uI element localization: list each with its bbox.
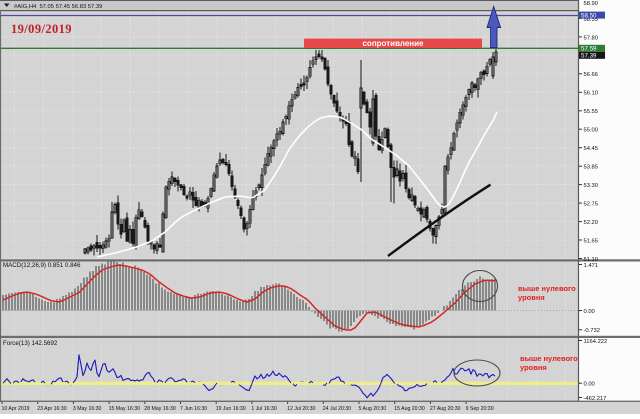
svg-text:58.50: 58.50 (581, 12, 597, 19)
svg-text:52.20: 52.20 (584, 220, 599, 226)
svg-text:выше нулевого: выше нулевого (518, 284, 576, 293)
svg-text:уровня: уровня (520, 363, 547, 372)
svg-text:55.00: 55.00 (584, 128, 599, 134)
svg-text:9 Sep 20:30: 9 Sep 20:30 (466, 406, 494, 412)
svg-text:28 May 16:30: 28 May 16:30 (144, 406, 176, 412)
svg-text:51.65: 51.65 (584, 238, 599, 244)
svg-text:7 Jun 16:30: 7 Jun 16:30 (180, 406, 207, 412)
svg-text:51.10: 51.10 (584, 257, 599, 263)
svg-text:1164.222: 1164.222 (584, 339, 608, 345)
svg-text:24 Jul 20:30: 24 Jul 20:30 (323, 406, 351, 412)
svg-text:53.30: 53.30 (584, 183, 599, 189)
svg-text:55.55: 55.55 (584, 109, 599, 115)
svg-text:3 May 16:30: 3 May 16:30 (73, 406, 102, 412)
svg-text:15 May 16:30: 15 May 16:30 (109, 406, 141, 412)
svg-text:58.90: 58.90 (584, 1, 599, 7)
svg-text:10 Apr 2019: 10 Apr 2019 (2, 406, 30, 412)
svg-text:19/09/2019: 19/09/2019 (11, 22, 72, 36)
svg-text:54.45: 54.45 (584, 146, 599, 152)
svg-text:Force(13) 142.5692: Force(13) 142.5692 (3, 340, 58, 347)
svg-text:56.10: 56.10 (584, 91, 599, 97)
svg-text:-0.732: -0.732 (584, 328, 600, 334)
svg-text:сопротивление: сопротивление (362, 39, 424, 48)
svg-text:19 Jun 16:30: 19 Jun 16:30 (216, 406, 246, 412)
svg-text:15 Aug 20:30: 15 Aug 20:30 (394, 406, 425, 412)
svg-text:57.80: 57.80 (584, 35, 599, 41)
svg-text:56.66: 56.66 (584, 72, 599, 78)
svg-text:53.85: 53.85 (584, 165, 599, 171)
svg-text:57.39: 57.39 (581, 53, 597, 60)
svg-text:0.00: 0.00 (584, 309, 595, 315)
svg-text:уровня: уровня (518, 293, 545, 302)
svg-text:0.00: 0.00 (584, 382, 595, 388)
svg-text:12 Jul 20:30: 12 Jul 20:30 (287, 406, 315, 412)
svg-text:выше нулевого: выше нулевого (520, 354, 578, 363)
svg-text:58.35: 58.35 (584, 17, 599, 23)
svg-text:1.471: 1.471 (584, 263, 599, 269)
svg-text:5 Aug 20:30: 5 Aug 20:30 (359, 406, 387, 412)
svg-text:-462.217: -462.217 (584, 396, 607, 402)
svg-text:23 Apr 16:30: 23 Apr 16:30 (37, 406, 67, 412)
svg-text:57.59: 57.59 (581, 46, 597, 53)
svg-text:#AIG,H4 57.05 57.45 56.83 57.: #AIG,H4 57.05 57.45 56.83 57.39 (14, 4, 102, 10)
svg-text:27 Aug 20:30: 27 Aug 20:30 (430, 406, 461, 412)
svg-text:1 Jul 16:30: 1 Jul 16:30 (251, 406, 276, 412)
svg-text:MACD(12,26,9) 0.851 0.846: MACD(12,26,9) 0.851 0.846 (3, 262, 81, 269)
svg-text:52.75: 52.75 (584, 202, 599, 208)
